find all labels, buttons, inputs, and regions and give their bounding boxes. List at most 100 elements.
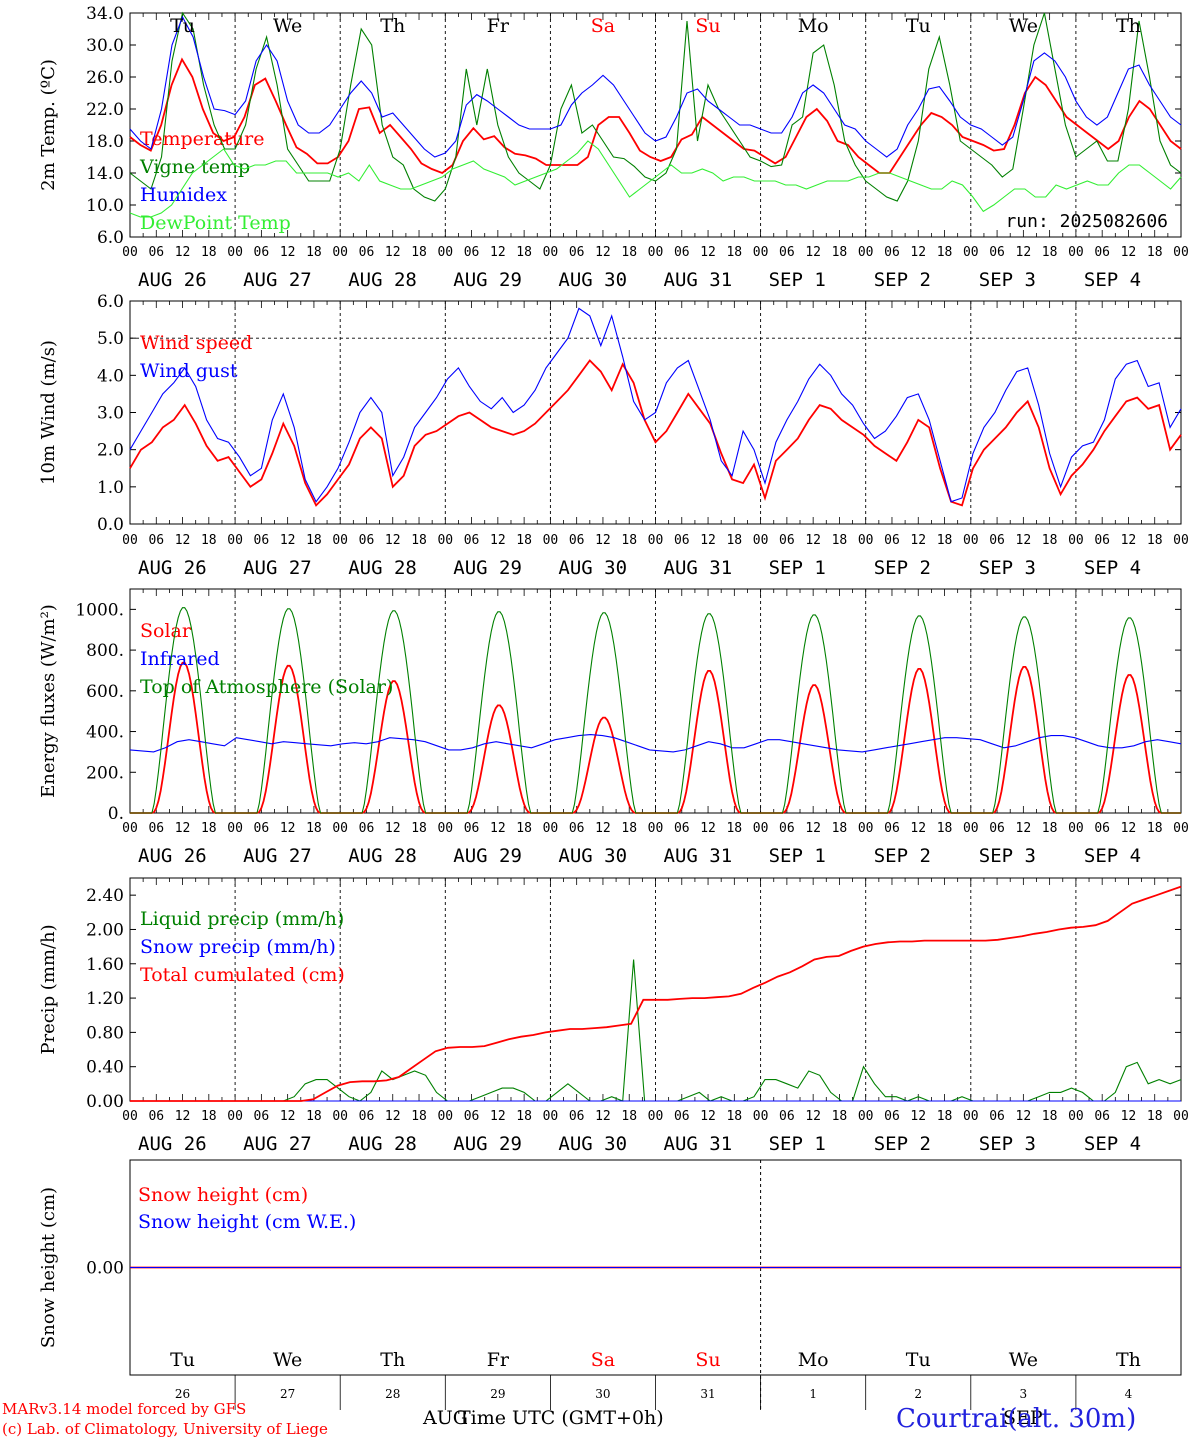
hour-tick-label: 12 xyxy=(175,1109,191,1124)
day-label: SEP 1 xyxy=(769,557,826,579)
day-label: AUG 30 xyxy=(558,1133,627,1155)
hour-tick-label: 00 xyxy=(332,821,348,836)
hour-tick-label: 18 xyxy=(726,533,742,548)
y-tick-label: 6.0 xyxy=(97,228,124,248)
hour-tick-label: 18 xyxy=(1147,821,1163,836)
footer-month-aug: AUG xyxy=(422,1407,468,1429)
hour-tick-label: 12 xyxy=(805,245,821,260)
y-tick-label: 22.0 xyxy=(86,100,124,120)
hour-tick-label: 12 xyxy=(805,533,821,548)
day-number-label: 2 xyxy=(914,1387,922,1401)
series-line-lightgreen xyxy=(129,140,1182,218)
panel-3: 00 06 12 18 00 06 12 18 00 06 12 18 00 06 12 18 00 06 12 18… xyxy=(38,877,1189,1155)
hour-tick-label: 12 xyxy=(1121,1109,1137,1124)
series-line-red xyxy=(129,57,1182,175)
day-label: AUG 30 xyxy=(558,269,627,291)
hour-tick-label: 12 xyxy=(175,245,191,260)
day-number-label: 30 xyxy=(595,1387,610,1401)
hour-tick-label: 06 xyxy=(1094,533,1110,548)
hour-tick-label: 00 xyxy=(1068,1109,1084,1124)
plot-frame xyxy=(129,12,1182,238)
hour-tick-label: 12 xyxy=(1016,821,1032,836)
weekday-label: Fr xyxy=(487,1349,510,1371)
hour-tick-label: 18 xyxy=(832,533,848,548)
day-label: SEP 4 xyxy=(1084,1133,1141,1155)
hour-tick-label: 12 xyxy=(490,533,506,548)
weekday-label: Tu xyxy=(170,15,195,37)
hour-tick-label: 18 xyxy=(306,1109,322,1124)
hour-tick-label: 12 xyxy=(280,1109,296,1124)
hour-tick-label: 18 xyxy=(1147,533,1163,548)
panel-4: 0.00 Snow height (cm) Snow height (cm) Snow… xyxy=(38,1159,1182,1410)
day-label: AUG 28 xyxy=(348,845,417,867)
day-label: SEP 4 xyxy=(1084,269,1141,291)
day-label: SEP 2 xyxy=(874,1133,931,1155)
hour-tick-label: 18 xyxy=(516,533,532,548)
day-number-label: 29 xyxy=(490,1387,505,1401)
day-label: AUG 27 xyxy=(243,845,312,867)
hour-tick-label: 12 xyxy=(1016,533,1032,548)
footer-credit-lab: (c) Lab. of Climatology, University of L… xyxy=(2,1420,328,1438)
hour-tick-label: 18 xyxy=(1147,1109,1163,1124)
day-label: AUG 29 xyxy=(453,1133,522,1155)
hour-tick-label: 18 xyxy=(516,1109,532,1124)
hour-tick-label: 18 xyxy=(726,821,742,836)
hour-tick-label: 18 xyxy=(1147,245,1163,260)
legend-blue: Infrared xyxy=(140,648,220,670)
hour-tick-label: 06 xyxy=(674,245,690,260)
hour-tick-label: 12 xyxy=(595,533,611,548)
hour-tick-label: 06 xyxy=(989,821,1005,836)
hour-tick-label: 12 xyxy=(175,821,191,836)
hour-tick-label: 12 xyxy=(385,821,401,836)
hour-tick-label: 00 xyxy=(963,533,979,548)
day-label: SEP 4 xyxy=(1084,557,1141,579)
hour-tick-label: 12 xyxy=(595,821,611,836)
hour-tick-label: 12 xyxy=(910,245,926,260)
hour-tick-label: 18 xyxy=(201,821,217,836)
legend-red: Solar xyxy=(140,620,192,642)
hour-tick-label: 06 xyxy=(569,245,585,260)
y-tick-label: 600. xyxy=(86,682,124,702)
hour-tick-label: 18 xyxy=(621,245,637,260)
hour-tick-label: 18 xyxy=(1042,821,1058,836)
hour-tick-label: 18 xyxy=(937,245,953,260)
day-label: AUG 26 xyxy=(138,845,207,867)
series-line-blue xyxy=(129,15,1182,158)
hour-tick-label: 00 xyxy=(1173,533,1189,548)
hour-tick-label: 00 xyxy=(963,821,979,836)
legend-green: Liquid precip (mm/h) xyxy=(140,908,344,930)
day-number-label: 31 xyxy=(700,1387,715,1401)
weekday-label: Tu xyxy=(906,15,931,37)
hour-tick-label: 06 xyxy=(569,1109,585,1124)
y-tick-label: 34.0 xyxy=(86,4,124,24)
day-label: AUG 26 xyxy=(138,1133,207,1155)
day-label: AUG 26 xyxy=(138,557,207,579)
legend-blue: Wind gust xyxy=(140,360,238,382)
hour-tick-label: 12 xyxy=(700,533,716,548)
weekday-label: Tu xyxy=(906,1349,931,1371)
hour-tick-label: 12 xyxy=(490,1109,506,1124)
day-label: SEP 3 xyxy=(979,845,1036,867)
day-number-label: 1 xyxy=(809,1387,817,1401)
y-axis-label: 2m Temp. (ºC) xyxy=(38,59,59,191)
weekday-label: Su xyxy=(695,15,720,37)
legend-red: Total cumulated (cm) xyxy=(140,964,345,986)
hour-tick-label: 00 xyxy=(753,245,769,260)
y-tick-label: 1.60 xyxy=(86,955,124,975)
day-label: AUG 31 xyxy=(664,845,733,867)
y-tick-label: 2.0 xyxy=(97,441,124,461)
series-line-green xyxy=(129,11,1182,202)
hour-tick-label: 00 xyxy=(437,821,453,836)
hour-tick-label: 12 xyxy=(385,533,401,548)
hour-tick-label: 12 xyxy=(700,245,716,260)
day-label: SEP 2 xyxy=(874,269,931,291)
day-number-label: 3 xyxy=(1020,1387,1028,1401)
weekday-label: Mo xyxy=(798,1349,829,1371)
y-tick-label: 30.0 xyxy=(86,36,124,56)
hour-tick-label: 00 xyxy=(1173,1109,1189,1124)
day-label: AUG 31 xyxy=(664,557,733,579)
y-axis-label: 10m Wind (m/s) xyxy=(38,340,59,485)
legend-red: Snow height (cm) xyxy=(138,1184,308,1206)
weekday-label: We xyxy=(273,15,302,37)
panel-2: 00 06 12 18 00 06 12 18 00 06 12 18 00 06 12 18 00 06 12 18… xyxy=(38,588,1189,867)
